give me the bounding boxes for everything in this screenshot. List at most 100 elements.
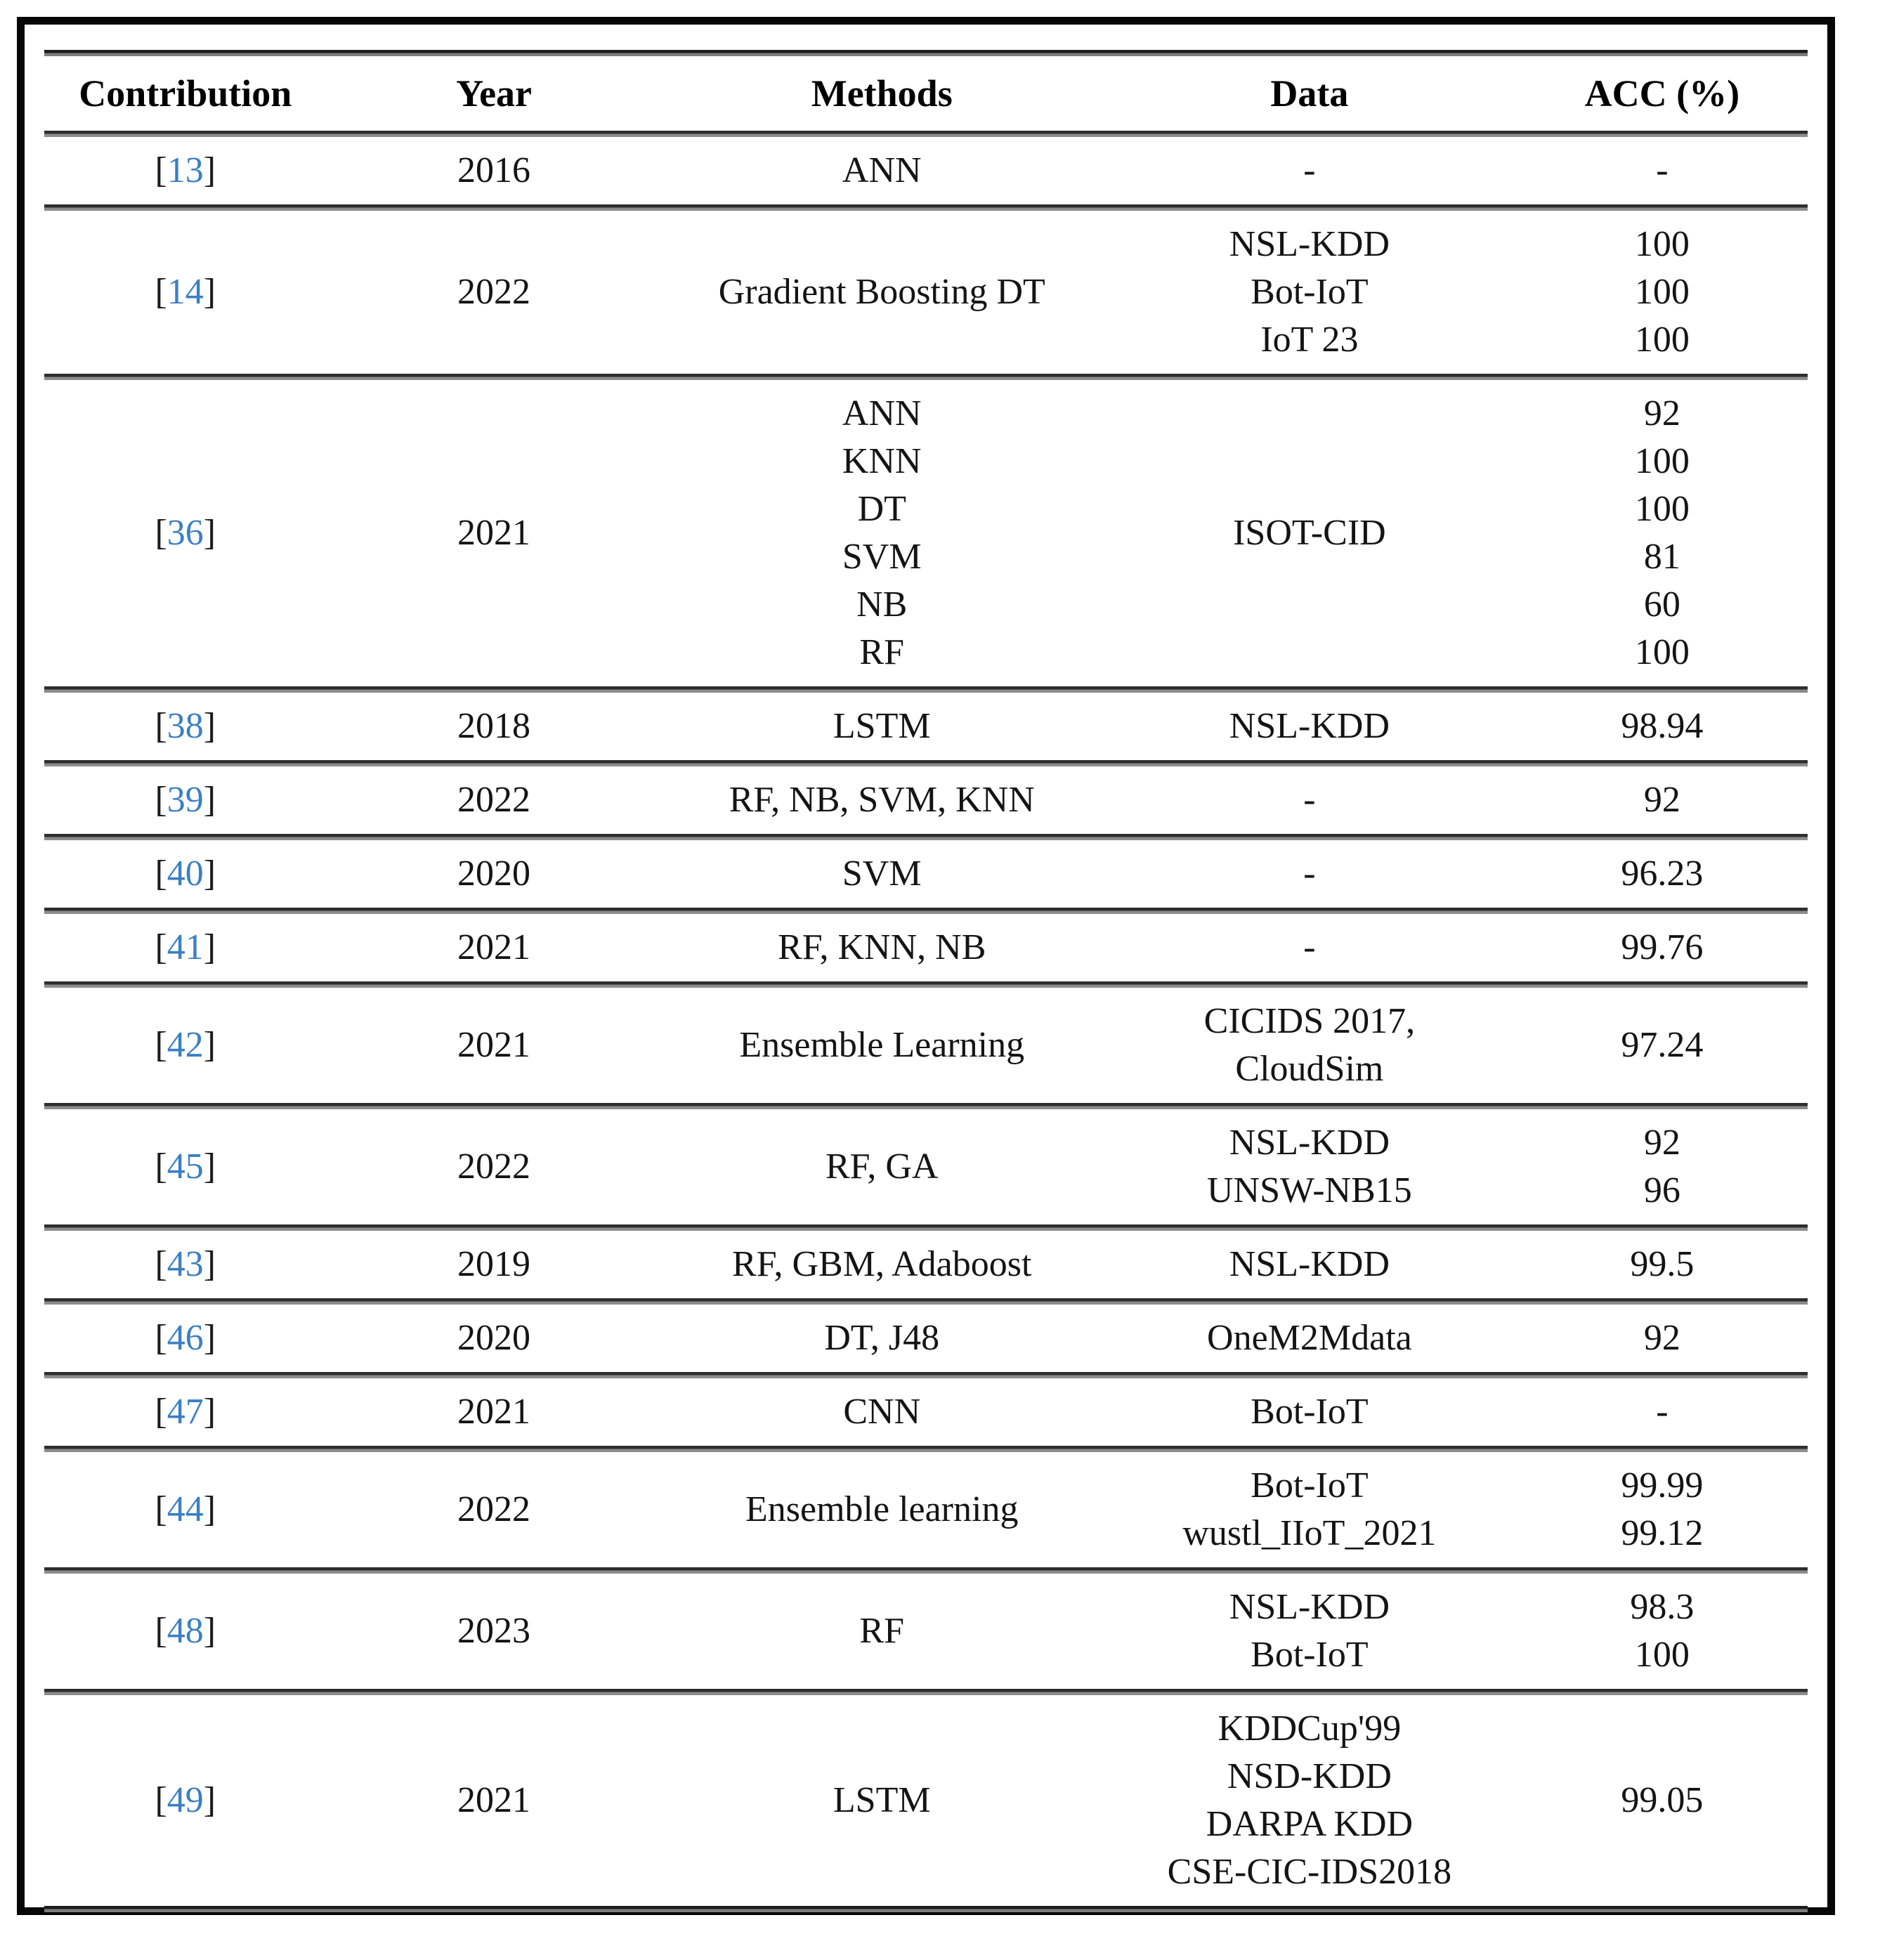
citation-bracket-close: ] [203,1392,216,1432]
row-separator [44,204,1808,211]
table-row: [42] 2021 Ensemble Learning CICIDS 2017,… [44,988,1808,1103]
methods-cell: Ensemble learning [745,1489,1019,1529]
literature-review-table: Contribution Year Methods Data ACC (%) [… [44,50,1808,1912]
acc-cell: 99.5 [1630,1244,1695,1284]
data-cell: NSL-KDD [1229,706,1390,746]
year-cell: 2022 [457,780,531,820]
data-cell: NSL-KDD [1229,1244,1390,1284]
methods-cell: LSTM [833,1780,931,1820]
data-cell: - [1303,854,1316,894]
citation-link[interactable]: 41 [167,927,204,967]
citation-link[interactable]: 36 [167,513,204,553]
citation-bracket-open: [ [155,1318,167,1358]
table-row: [46] 2020 DT, J48 OneM2Mdata 92 [44,1305,1808,1372]
citation-bracket-close: ] [203,1318,216,1358]
citation-bracket-open: [ [155,1489,167,1529]
table-bottom-rule [44,1906,1808,1912]
methods-cell: CNN [843,1392,921,1432]
row-separator [44,686,1808,693]
citation-bracket-open: [ [155,854,167,894]
citation-bracket-close: ] [203,1611,216,1651]
methods-cell: RF, NB, SVM, KNN [729,780,1035,820]
year-cell: 2022 [457,272,531,312]
acc-cell: 99.99 99.12 [1621,1465,1704,1553]
column-header-year: Year [456,72,533,115]
citation-link[interactable]: 40 [167,854,204,894]
data-cell: NSL-KDD Bot-IoT [1229,1587,1390,1675]
citation-bracket-close: ] [203,513,216,553]
table-row: [36] 2021 ANN KNN DT SVM NB RF ISOT-CID … [44,380,1808,686]
year-cell: 2022 [457,1489,531,1529]
data-cell: KDDCup'99 NSD-KDD DARPA KDD CSE-CIC-IDS2… [1167,1709,1452,1892]
citation-bracket-close: ] [203,1025,216,1065]
table-row: [39] 2022 RF, NB, SVM, KNN - 92 [44,766,1808,834]
citation-bracket-close: ] [203,272,216,312]
contribution-cell: [13] [44,137,327,204]
data-cell: Bot-IoT [1251,1392,1369,1432]
column-header-methods: Methods [811,72,953,115]
contribution-cell: [45] [44,1109,327,1224]
citation-link[interactable]: 45 [167,1146,204,1187]
page-frame: Contribution Year Methods Data ACC (%) [… [17,17,1835,1915]
column-header-acc: ACC (%) [1584,72,1740,115]
citation-link[interactable]: 43 [167,1244,204,1284]
citation-bracket-open: [ [155,1244,167,1284]
methods-cell: ANN KNN DT SVM NB RF [842,393,922,672]
citation-link[interactable]: 48 [167,1611,204,1651]
year-cell: 2019 [457,1244,531,1284]
acc-cell: 98.94 [1621,706,1704,746]
contribution-cell: [40] [44,840,327,908]
data-cell: - [1303,150,1316,190]
contribution-cell: [46] [44,1305,327,1372]
contribution-cell: [43] [44,1231,327,1298]
acc-cell: 92 96 [1643,1123,1680,1210]
data-cell: - [1303,780,1316,820]
table-row: [48] 2023 RF NSL-KDD Bot-IoT 98.3 100 [44,1574,1808,1689]
data-cell: Bot-IoT wustl_IIoT_2021 [1182,1465,1437,1553]
year-cell: 2023 [457,1611,531,1651]
methods-cell: ANN [842,150,922,190]
citation-bracket-close: ] [203,1146,216,1187]
citation-bracket-open: [ [155,1146,167,1187]
citation-bracket-open: [ [155,272,167,312]
contribution-cell: [36] [44,380,327,686]
citation-bracket-open: [ [155,1611,167,1651]
table-row: [38] 2018 LSTM NSL-KDD 98.94 [44,693,1808,760]
methods-cell: RF [859,1611,905,1651]
contribution-cell: [38] [44,693,327,760]
citation-bracket-open: [ [155,1392,167,1432]
citation-link[interactable]: 13 [167,150,204,190]
table-header-row: Contribution Year Methods Data ACC (%) [44,56,1808,131]
data-cell: CICIDS 2017, CloudSim [1203,1001,1416,1089]
data-cell: NSL-KDD Bot-IoT IoT 23 [1229,224,1390,360]
table-row: [40] 2020 SVM - 96.23 [44,840,1808,908]
acc-cell: 97.24 [1621,1025,1704,1065]
citation-link[interactable]: 47 [167,1392,204,1432]
contribution-cell: [44] [44,1452,327,1567]
table-row: [43] 2019 RF, GBM, Adaboost NSL-KDD 99.5 [44,1231,1808,1298]
citation-link[interactable]: 49 [167,1780,204,1820]
citation-bracket-open: [ [155,927,167,967]
column-header-contribution: Contribution [79,72,292,115]
citation-bracket-open: [ [155,706,167,746]
citation-link[interactable]: 14 [167,272,204,312]
table-row: [47] 2021 CNN Bot-IoT - [44,1378,1808,1446]
citation-link[interactable]: 44 [167,1489,204,1529]
citation-link[interactable]: 39 [167,780,204,820]
citation-link[interactable]: 42 [167,1025,204,1065]
acc-cell: 99.76 [1621,927,1704,967]
methods-cell: Ensemble Learning [739,1025,1025,1065]
citation-link[interactable]: 46 [167,1318,204,1358]
citation-bracket-close: ] [203,927,216,967]
year-cell: 2021 [457,1392,531,1432]
citation-bracket-close: ] [203,1244,216,1284]
row-separator [44,1298,1808,1305]
acc-cell: - [1656,150,1669,190]
year-cell: 2021 [457,513,531,553]
contribution-cell: [39] [44,766,327,834]
row-separator [44,1372,1808,1378]
table-row: [41] 2021 RF, KNN, NB - 99.76 [44,914,1808,981]
row-separator [44,760,1808,766]
citation-link[interactable]: 38 [167,706,204,746]
acc-cell: 92 [1643,1318,1680,1358]
